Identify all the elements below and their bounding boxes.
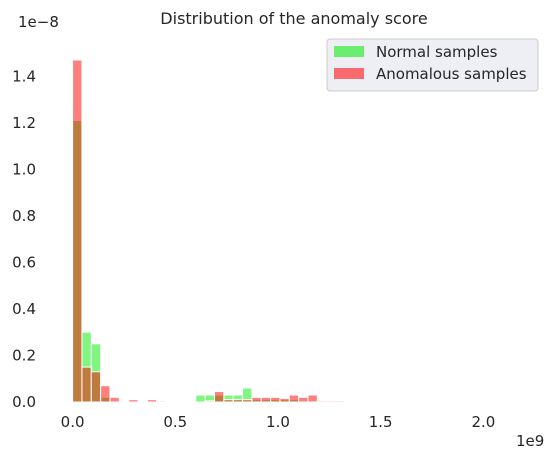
anomalous-bar-10 bbox=[223, 399, 234, 403]
anomalous-bar-15 bbox=[270, 396, 281, 403]
anomalous-bar-12 bbox=[242, 399, 253, 403]
y-tick-label: 0.2 bbox=[12, 346, 36, 364]
anomalous-bar-8 bbox=[204, 400, 216, 403]
anomalous-bar-20 bbox=[316, 400, 328, 403]
x-tick-label: 0.5 bbox=[163, 413, 187, 431]
y-tick-label: 0.8 bbox=[12, 207, 36, 225]
y-tick-label: 1.2 bbox=[12, 114, 36, 132]
x-offset-label: 1e9 bbox=[516, 432, 544, 450]
anomalous-bar-5 bbox=[128, 399, 139, 403]
x-tick-label: 2.0 bbox=[471, 413, 495, 431]
anomalous-bar-1 bbox=[81, 366, 92, 403]
anomalous-bar-3 bbox=[100, 385, 111, 403]
legend-box bbox=[326, 38, 539, 92]
y-tick-label: 1.4 bbox=[12, 67, 36, 85]
y-tick-labels: 0.0 0.2 0.4 0.6 0.8 1.0 1.2 1.4 bbox=[12, 67, 36, 411]
anomalous-bar-4 bbox=[109, 396, 120, 403]
anomalous-bar-11 bbox=[232, 399, 244, 403]
anomalous-bar-25 bbox=[363, 400, 374, 403]
chart-title: Distribution of the anomaly score bbox=[160, 9, 427, 28]
anomalous-bar-23 bbox=[344, 400, 356, 403]
anomalous-bar-0 bbox=[72, 59, 83, 403]
y-tick-label: 1.0 bbox=[12, 160, 36, 178]
y-tick-label: 0.4 bbox=[12, 300, 36, 318]
anomalous-bar-7 bbox=[156, 400, 167, 403]
x-tick-labels: 0.0 0.5 1.0 1.5 2.0 bbox=[61, 413, 496, 431]
anomalous-bar-9 bbox=[214, 391, 225, 403]
x-tick-label: 1.0 bbox=[266, 413, 290, 431]
y-tick-label: 0.6 bbox=[12, 253, 36, 271]
anomalous-bar-16 bbox=[279, 398, 290, 403]
anomalous-bar-17 bbox=[288, 394, 300, 403]
anomalous-bar-13 bbox=[251, 396, 262, 403]
legend: Normal samples Anomalous samples bbox=[326, 38, 539, 92]
legend-swatch-anomalous bbox=[334, 68, 364, 79]
legend-label-normal: Normal samples bbox=[376, 43, 498, 61]
anomalous-bar-18 bbox=[298, 396, 309, 403]
x-tick-label: 1.5 bbox=[369, 413, 393, 431]
anomalous-bar-24 bbox=[354, 400, 365, 403]
anomalous-bar-6 bbox=[146, 399, 158, 403]
anomalous-bar-2 bbox=[90, 371, 102, 403]
anomalous-bar-22 bbox=[335, 400, 346, 403]
x-tick-label: 0.0 bbox=[61, 413, 85, 431]
anomalous-bar-14 bbox=[260, 396, 272, 403]
legend-label-anomalous: Anomalous samples bbox=[376, 65, 527, 83]
anomalous-bar-19 bbox=[307, 394, 318, 403]
anomalous-bar-21 bbox=[326, 400, 337, 403]
legend-swatch-normal bbox=[334, 46, 364, 57]
y-tick-label: 0.0 bbox=[12, 393, 36, 411]
bars-layer bbox=[72, 59, 374, 403]
y-offset-label: 1e−8 bbox=[18, 13, 59, 31]
normal-bar-4 bbox=[195, 394, 206, 403]
